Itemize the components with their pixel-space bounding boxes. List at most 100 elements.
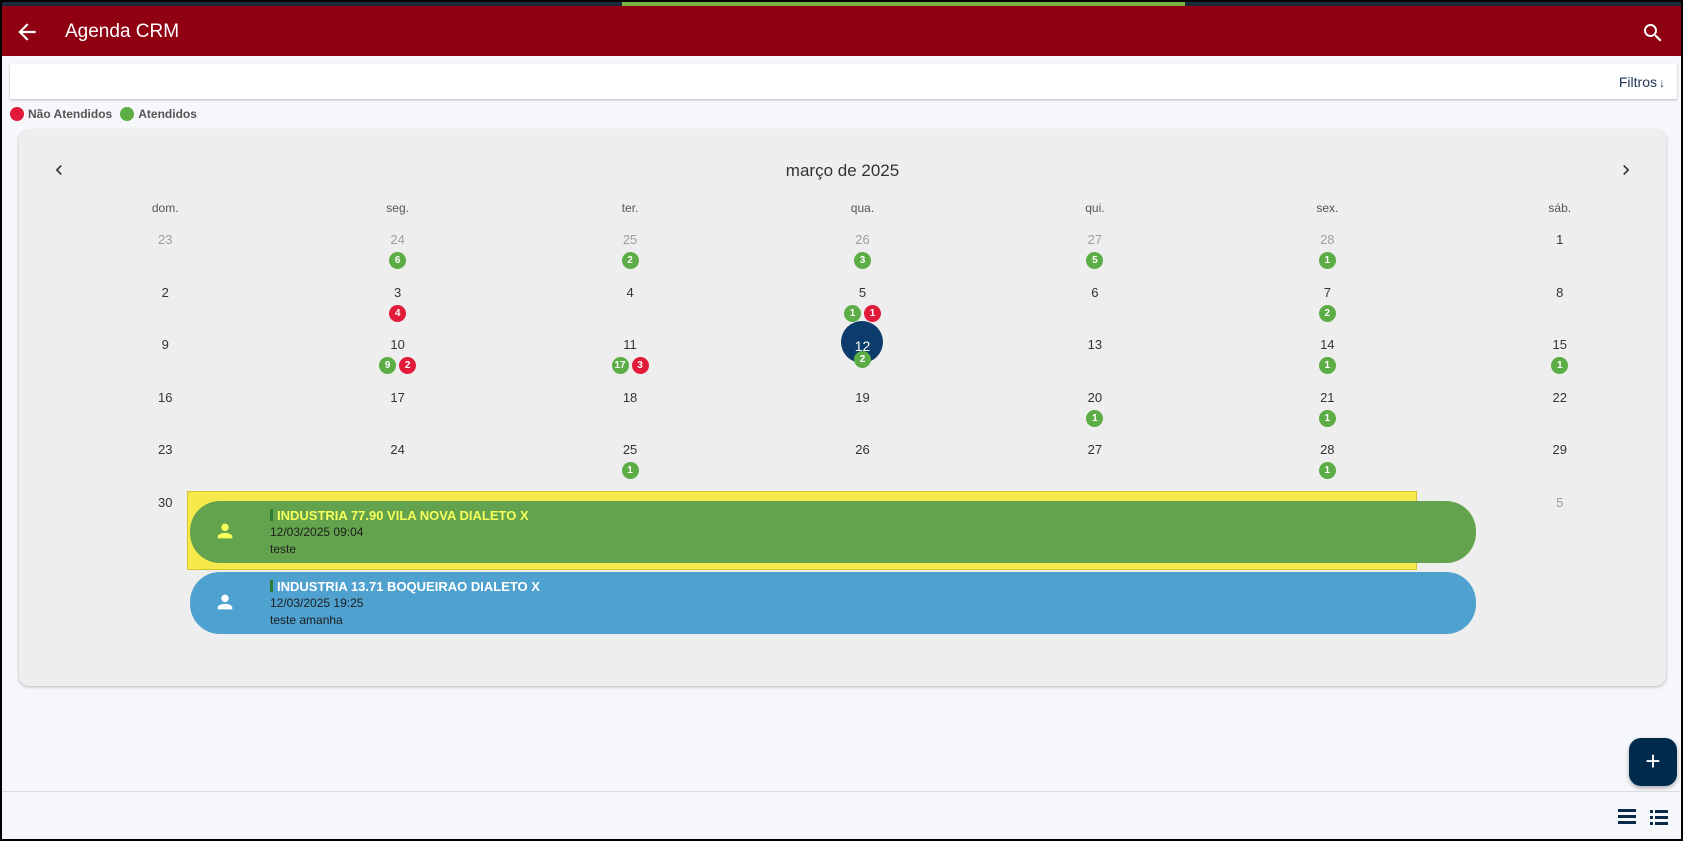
calendar-day[interactable]: 27: [979, 440, 1211, 493]
next-month-button[interactable]: [1616, 160, 1636, 180]
calendar-day[interactable]: 24 6: [281, 230, 513, 283]
weekday-label: qui.: [1085, 201, 1105, 215]
day-number: 2: [161, 284, 169, 300]
day-badges: 1: [1211, 357, 1443, 375]
day-number: 23: [157, 442, 173, 458]
day-number: 6: [1091, 284, 1099, 300]
calendar-day[interactable]: 6: [979, 283, 1211, 336]
add-event-button[interactable]: +: [1629, 738, 1677, 786]
day-badges: 1: [1211, 252, 1443, 269]
day-number: 19: [855, 389, 870, 405]
calendar-day[interactable]: 14 1: [1211, 335, 1443, 388]
calendar-day[interactable]: 17: [281, 388, 513, 441]
weekday-label: dom.: [151, 201, 179, 215]
status-bar: [270, 580, 273, 592]
calendar-day[interactable]: 5: [1444, 493, 1676, 546]
day-badges: 3: [746, 252, 978, 269]
day-badges: 17 3: [514, 357, 746, 375]
chevron-left-icon: [55, 165, 62, 175]
calendar-day[interactable]: 11 17 3: [514, 335, 746, 388]
agenda-view-button[interactable]: [1617, 808, 1637, 826]
person-icon: [217, 594, 233, 610]
attended-count-badge: 1: [1318, 409, 1336, 427]
calendar-day[interactable]: 28 1: [1211, 230, 1443, 283]
calendar-day[interactable]: 4: [514, 283, 746, 336]
day-number: 26: [855, 232, 870, 247]
event-title-text: INDUSTRIA 77.90 VILA NOVA DIALETO X: [277, 508, 529, 523]
day-badges: 1: [514, 462, 746, 480]
arrow-left-icon: [18, 23, 36, 41]
calendar-day[interactable]: 30: [49, 493, 281, 546]
calendar-day[interactable]: 25 2: [514, 230, 746, 283]
event-item: INDUSTRIA 13.71 BOQUEIRAO DIALETO X 12/0…: [187, 572, 1476, 634]
event-description: teste amanha: [270, 613, 343, 627]
calendar-day[interactable]: 9: [49, 335, 281, 388]
weekday-label: ter.: [621, 201, 639, 215]
event-card[interactable]: INDUSTRIA 13.71 BOQUEIRAO DIALETO X 12/0…: [190, 572, 1476, 634]
calendar-day-selected[interactable]: 12 2: [746, 321, 978, 388]
calendar-day[interactable]: 13: [979, 335, 1211, 388]
month-calendar: março de 2025 dom. seg. ter. qua. qui. s…: [19, 130, 1666, 686]
calendar-day[interactable]: 26 3: [746, 230, 978, 283]
calendar-day[interactable]: 22: [1444, 388, 1676, 441]
search-button[interactable]: [1641, 21, 1665, 45]
calendar-week-row: 23 24 25 1 26 27 28 1 29: [49, 440, 1676, 493]
list-view-icon: [1650, 810, 1668, 825]
calendar-day[interactable]: 19: [746, 388, 978, 441]
day-badges: 2: [1211, 304, 1443, 322]
calendar-day[interactable]: 29: [1444, 440, 1676, 493]
calendar-day[interactable]: 10 9 2: [281, 335, 513, 388]
day-number: 12: [854, 338, 871, 355]
day-number: 23: [157, 232, 173, 247]
filter-bar: Filtros ↓: [10, 64, 1677, 99]
calendar-day[interactable]: 18: [514, 388, 746, 441]
previous-month-button[interactable]: [49, 160, 69, 180]
day-number: 8: [1556, 284, 1564, 300]
back-button[interactable]: [14, 19, 40, 45]
attended-count-badge: 1: [1551, 357, 1569, 375]
day-badges: 1: [1211, 462, 1443, 480]
red-dot-icon: [10, 107, 24, 121]
calendar-day[interactable]: 24: [281, 440, 513, 493]
legend-item-nao-atendidos: Não Atendidos: [10, 107, 112, 121]
day-number: 16: [157, 389, 173, 405]
day-badges: 1: [1211, 409, 1443, 427]
event-card[interactable]: INDUSTRIA 77.90 VILA NOVA DIALETO X 12/0…: [190, 501, 1476, 563]
calendar-day[interactable]: 16: [49, 388, 281, 441]
calendar-day[interactable]: 21 1: [1211, 388, 1443, 441]
attended-count-badge: 1: [1318, 252, 1336, 269]
list-view-button[interactable]: [1649, 808, 1669, 826]
calendar-day[interactable]: 27 5: [979, 230, 1211, 283]
page-title: Agenda CRM: [65, 21, 180, 42]
day-badges: 2: [514, 252, 746, 269]
day-number: 17: [390, 389, 405, 405]
calendar-week-row: 16 17 18 19 20 1 21 1 22: [49, 388, 1676, 441]
calendar-day[interactable]: 1: [1444, 230, 1676, 283]
search-icon: [1644, 24, 1662, 42]
calendar-day[interactable]: 20 1: [979, 388, 1211, 441]
not-attended-count-badge: 2: [399, 357, 417, 375]
attended-count-badge: 1: [1318, 357, 1336, 375]
loading-progress: [622, 2, 1185, 6]
chevron-right-icon: [1623, 165, 1630, 175]
calendar-day[interactable]: 23: [49, 230, 281, 283]
day-number: 27: [1087, 232, 1103, 247]
calendar-day[interactable]: 26: [746, 440, 978, 493]
calendar-day[interactable]: 2: [49, 283, 281, 336]
calendar-day[interactable]: 23: [49, 440, 281, 493]
calendar-day[interactable]: 15 1: [1444, 335, 1676, 388]
day-number: 10: [390, 337, 405, 353]
day-number: 24: [390, 442, 405, 458]
calendar-day[interactable]: 25 1: [514, 440, 746, 493]
bottom-bar: [2, 791, 1681, 839]
day-number: 1: [1556, 232, 1564, 247]
not-attended-count-badge: 1: [863, 304, 881, 322]
calendar-day[interactable]: 28 1: [1211, 440, 1443, 493]
filters-button[interactable]: Filtros ↓: [1619, 74, 1665, 90]
calendar-day[interactable]: 8: [1444, 283, 1676, 336]
